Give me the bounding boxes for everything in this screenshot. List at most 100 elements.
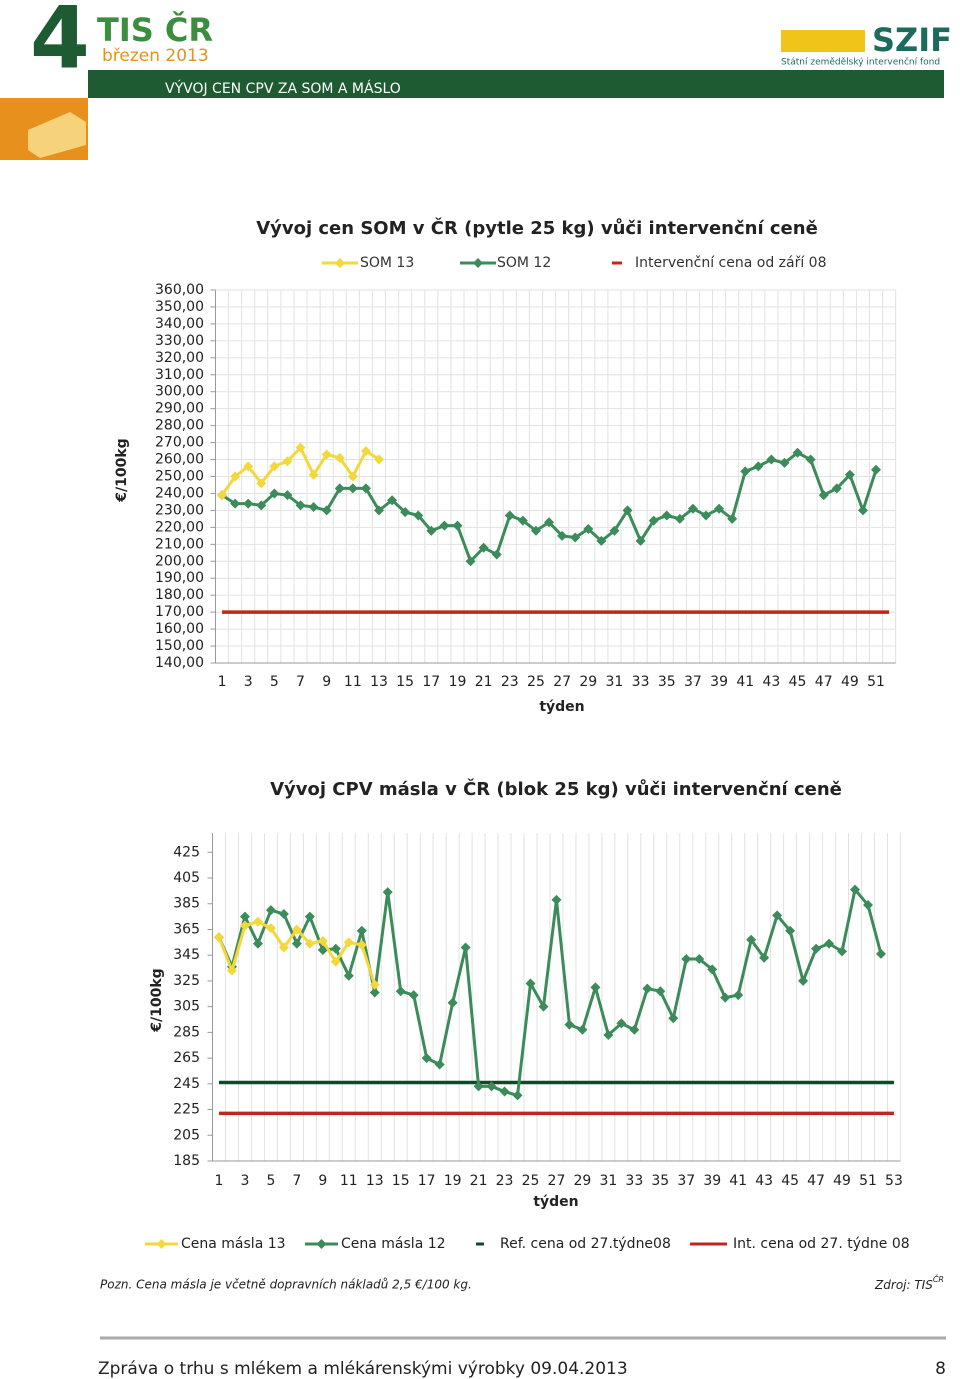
point <box>460 942 471 953</box>
y-tick-label: 160,00 <box>155 621 204 637</box>
x-tick-label: 33 <box>625 1173 643 1189</box>
y-tick-label: 385 <box>173 896 200 912</box>
point <box>239 911 250 922</box>
point <box>334 483 345 494</box>
point <box>818 490 829 501</box>
point <box>369 979 380 990</box>
y-tick-label: 320,00 <box>155 350 204 366</box>
point <box>596 535 607 546</box>
point <box>330 956 341 967</box>
point <box>400 507 411 518</box>
x-tick-label: 43 <box>755 1173 773 1189</box>
point <box>413 510 424 521</box>
point <box>452 520 463 531</box>
point <box>343 937 354 948</box>
point <box>577 1024 588 1035</box>
point <box>674 513 685 524</box>
point <box>551 894 562 905</box>
point <box>759 952 770 963</box>
x-tick-label: 47 <box>815 674 833 690</box>
point <box>727 513 738 524</box>
point <box>308 469 319 480</box>
point <box>347 483 358 494</box>
point <box>785 925 796 936</box>
x-tick-label: 1 <box>215 1173 224 1189</box>
point <box>733 990 744 1001</box>
legend-label: Int. cena od 27. týdne 08 <box>733 1236 910 1252</box>
chart-title: Vývoj CPV másla v ČR (blok 25 kg) vůči i… <box>270 778 842 800</box>
cheese-icon <box>28 112 86 158</box>
point <box>681 954 692 965</box>
point <box>374 454 384 465</box>
y-tick-label: 200,00 <box>155 553 204 569</box>
x-tick-label: 3 <box>244 674 253 690</box>
x-tick-label: 47 <box>807 1173 825 1189</box>
point <box>603 1029 614 1040</box>
point <box>616 1018 627 1029</box>
point <box>304 938 315 949</box>
point <box>265 923 276 934</box>
legend-marker <box>473 258 483 268</box>
point <box>707 964 718 975</box>
point <box>265 905 276 916</box>
point <box>792 447 803 458</box>
legend-label: Intervenční cena od září 08 <box>635 255 827 271</box>
logo: SZIF <box>872 21 952 59</box>
point <box>517 515 528 526</box>
point <box>504 510 515 521</box>
y-tick-label: 290,00 <box>155 401 204 417</box>
y-tick-label: 185 <box>173 1153 200 1169</box>
point <box>798 975 809 986</box>
x-tick-label: 39 <box>710 674 728 690</box>
point <box>330 943 341 954</box>
point <box>473 1081 484 1092</box>
y-tick-label: 225 <box>173 1102 200 1118</box>
point <box>256 500 267 511</box>
point <box>243 461 254 472</box>
point <box>564 1019 575 1030</box>
x-tick-label: 53 <box>885 1173 903 1189</box>
point <box>374 505 384 516</box>
x-tick-label: 51 <box>867 674 885 690</box>
y-axis-title: €/100kg <box>149 968 165 1032</box>
point <box>343 970 354 981</box>
point <box>387 495 398 506</box>
x-tick-label: 31 <box>599 1173 617 1189</box>
y-tick-label: 270,00 <box>155 435 204 451</box>
issue-number: 4 <box>30 0 90 88</box>
y-tick-label: 300,00 <box>155 384 204 400</box>
point <box>421 1053 432 1064</box>
x-tick-label: 5 <box>266 1173 275 1189</box>
point <box>491 549 502 560</box>
note: Pozn. Cena másla je včetně dopravních ná… <box>100 1278 472 1292</box>
point <box>837 946 848 957</box>
x-tick-label: 21 <box>475 674 493 690</box>
x-tick-label: 3 <box>240 1173 249 1189</box>
x-tick-label: 13 <box>366 1173 384 1189</box>
y-tick-label: 365 <box>173 921 200 937</box>
point <box>369 987 380 998</box>
point <box>538 1001 549 1012</box>
x-tick-label: 37 <box>677 1173 695 1189</box>
point <box>282 456 293 467</box>
point <box>720 992 731 1003</box>
point <box>243 498 254 509</box>
source-superscript: ČR <box>933 1273 944 1284</box>
x-tick-label: 1 <box>218 674 227 690</box>
x-tick-label: 7 <box>292 1173 301 1189</box>
point <box>382 887 393 898</box>
x-tick-label: 27 <box>548 1173 566 1189</box>
point <box>772 910 783 921</box>
point <box>714 503 725 514</box>
point <box>347 471 358 482</box>
y-tick-label: 210,00 <box>155 536 204 552</box>
point <box>217 490 228 501</box>
logo-subtitle: Státní zemědělský intervenční fond <box>781 57 940 68</box>
point <box>583 524 594 535</box>
point <box>226 965 237 976</box>
x-tick-label: 23 <box>496 1173 514 1189</box>
point <box>701 510 711 521</box>
point <box>295 500 306 511</box>
y-tick-label: 220,00 <box>155 519 204 535</box>
